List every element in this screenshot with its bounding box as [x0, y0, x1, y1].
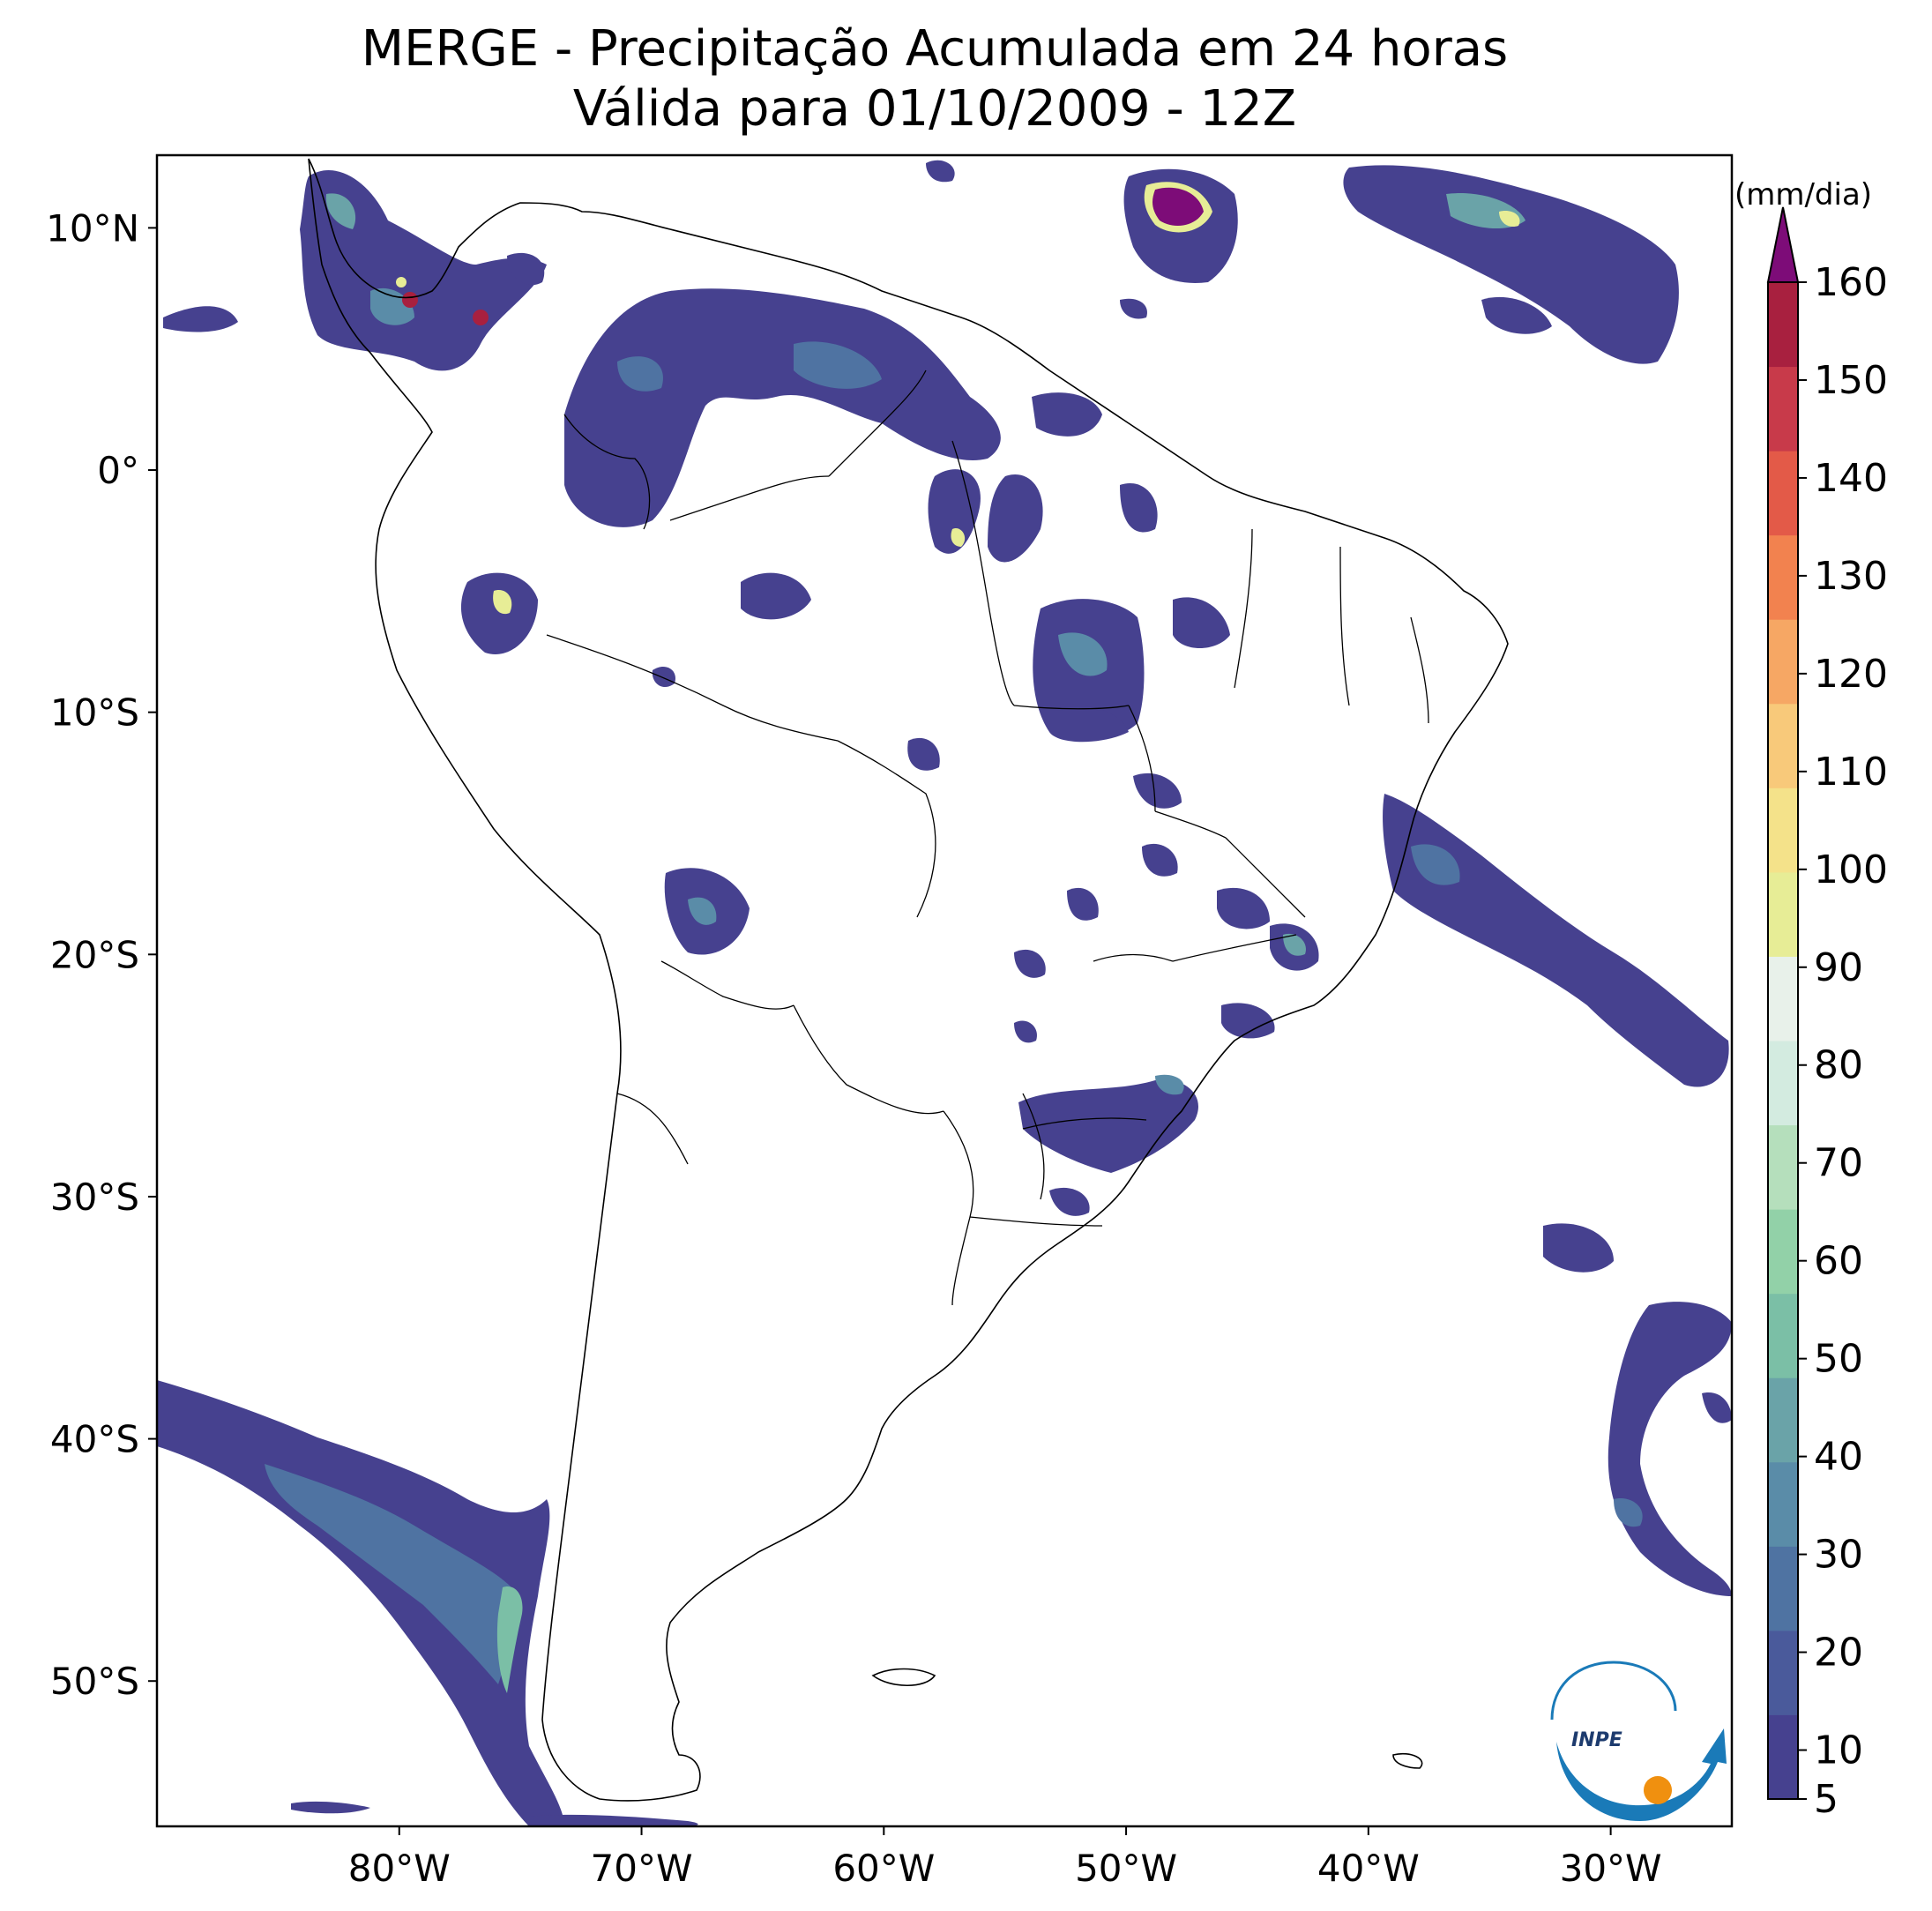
colorbar-tick-label: 140: [1814, 456, 1888, 501]
country-borders: [546, 370, 1429, 1306]
colorbar-tick-label: 30: [1814, 1533, 1863, 1578]
colorbar-tick-label: 110: [1814, 750, 1888, 795]
precipitation-field: [157, 160, 1732, 1826]
colorbar: (mm/dia) 510 20 30 40 50 60 70 80 90 100 110 120 130…: [1734, 177, 1888, 1822]
lon-tick-label: 80°W: [348, 1847, 451, 1890]
lon-tick-label: 70°W: [591, 1847, 693, 1890]
colorbar-swatch: [1768, 282, 1798, 368]
latitude-tick-labels: 10°N 0° 10°S 20°S 30°S 40°S 50°S: [46, 206, 157, 1703]
title-line-2: Válida para 01/10/2009 - 12Z: [572, 80, 1297, 138]
colorbar-tick-label: 70: [1814, 1141, 1863, 1186]
lon-tick-label: 60°W: [832, 1847, 935, 1890]
colorbar-swatch: [1768, 703, 1798, 788]
colorbar-tick-label: 10: [1814, 1728, 1863, 1773]
colorbar-swatch: [1768, 619, 1798, 705]
colorbar-swatch: [1768, 788, 1798, 873]
colorbar-swatch: [1768, 871, 1798, 957]
lat-tick-label: 20°S: [50, 933, 139, 976]
lat-tick-label: 10°S: [50, 691, 139, 735]
colorbar-swatch: [1768, 534, 1798, 620]
colorbar-swatch: [1768, 1377, 1798, 1463]
colorbar-swatch: [1768, 1041, 1798, 1126]
lon-tick-label: 30°W: [1560, 1847, 1662, 1890]
colorbar-swatch: [1768, 366, 1798, 452]
lat-tick-label: 0°: [97, 449, 139, 492]
coastline: [308, 158, 1509, 1802]
colorbar-swatch: [1768, 1209, 1798, 1295]
colorbar-tick-label: 80: [1814, 1043, 1863, 1088]
colorbar-swatch: [1768, 956, 1798, 1041]
colorbar-swatch: [1768, 1124, 1798, 1210]
colorbar-tick-label: 130: [1814, 554, 1888, 599]
colorbar-swatch: [1768, 451, 1798, 536]
plot-frame: [155, 153, 1734, 1828]
lat-tick-label: 40°S: [50, 1418, 139, 1461]
lat-tick-label: 50°S: [50, 1660, 139, 1703]
colorbar-tick-label: 160: [1814, 260, 1888, 305]
colorbar-swatch: [1768, 1461, 1798, 1547]
colorbar-tick-label: 5: [1814, 1777, 1839, 1822]
precip-area-amazon-north: [564, 288, 1001, 527]
colorbar-tick-label: 60: [1814, 1239, 1863, 1284]
colorbar-extend-arrow: [1766, 206, 1800, 283]
precip-area-south-atlantic-cyclone: [1608, 1302, 1732, 1596]
colorbar-tick-label: 100: [1814, 847, 1888, 892]
map-title: MERGE - Precipitação Acumulada em 24 hor…: [0, 19, 1869, 139]
precip-area-patagonia: [157, 1380, 564, 1826]
precip-area-itcz-east: [1343, 165, 1679, 364]
lon-tick-label: 40°W: [1317, 1847, 1420, 1890]
lat-tick-label: 30°S: [50, 1176, 139, 1219]
logo-text: INPE: [1571, 1729, 1622, 1751]
colorbar-tick-label: 40: [1814, 1435, 1863, 1480]
colorbar-frame: [1767, 281, 1799, 1800]
inpe-logo: INPE: [1550, 1661, 1727, 1821]
colorbar-unit-label: (mm/dia): [1734, 177, 1872, 213]
colorbar-swatch: [1768, 1293, 1798, 1378]
colorbar-swatches: [1766, 206, 1800, 1800]
colorbar-tick-labels: 510 20 30 40 50 60 70 80 90 100 110 120 130 140 150 160: [1798, 260, 1888, 1822]
colorbar-tick-label: 20: [1814, 1631, 1863, 1676]
lon-tick-label: 50°W: [1075, 1847, 1177, 1890]
colorbar-swatch: [1768, 1714, 1798, 1800]
colorbar-tick-label: 150: [1814, 358, 1888, 403]
colorbar-swatch: [1768, 1546, 1798, 1631]
title-line-1: MERGE - Precipitação Acumulada em 24 hor…: [361, 20, 1509, 78]
precip-area-south-brazil: [1018, 1079, 1198, 1173]
lat-tick-label: 10°N: [46, 206, 139, 250]
colorbar-tick-label: 90: [1814, 945, 1863, 990]
precip-area-atlantic-band: [1383, 794, 1729, 1087]
colorbar-tick-label: 120: [1814, 652, 1888, 697]
colorbar-swatch: [1768, 1630, 1798, 1715]
south-america-coastline: [308, 158, 1509, 1802]
colorbar-tick-label: 50: [1814, 1337, 1863, 1382]
longitude-tick-labels: 80°W 70°W 60°W 50°W 40°W 30°W: [348, 1826, 1662, 1890]
logo-dot: [1644, 1776, 1672, 1804]
precip-area-central-america: [163, 306, 238, 332]
